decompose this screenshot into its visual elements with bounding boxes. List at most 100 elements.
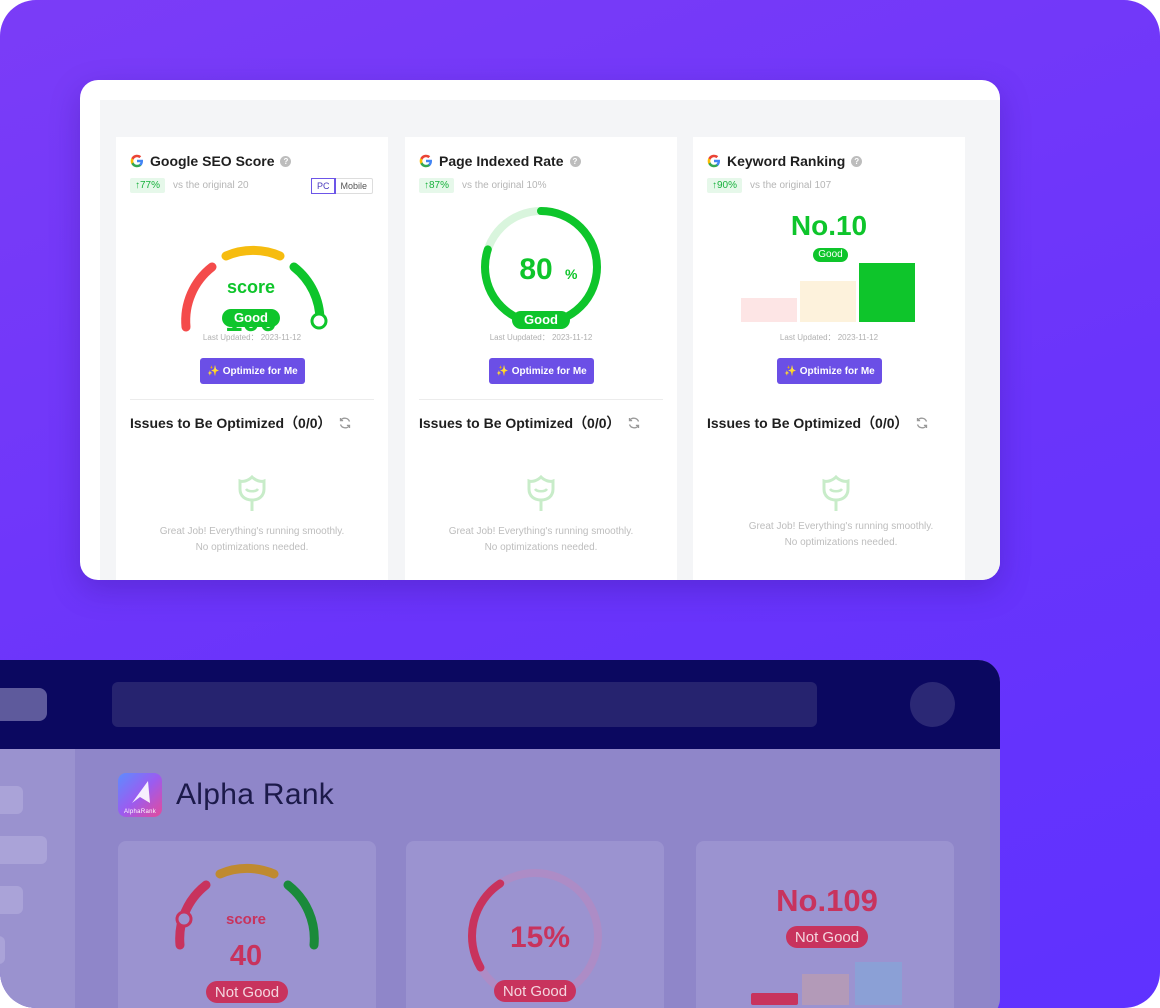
dim-indexed-card: 15% Not Good — [406, 841, 664, 1008]
last-updated: Last Uupdated： 2023-11-12 — [489, 333, 593, 342]
change-badge: ↑87% — [419, 178, 455, 193]
app-window: AlphaRank Alpha Rank score 40 Not Good — [0, 660, 1000, 1008]
indexed-rate-card: Page Indexed Rate ? ↑87% vs the original… — [405, 137, 677, 580]
issues-title: Issues to Be Optimized（0/0） — [130, 415, 332, 431]
dim-score-gauge: score 40 Not Good — [175, 863, 319, 1003]
issues-title: Issues to Be Optimized（0/0） — [707, 415, 909, 431]
dim-bar-low — [751, 993, 798, 1005]
status-badge: Good — [512, 311, 570, 329]
title-text: Keyword Ranking — [727, 153, 846, 169]
empty-flower-icon — [527, 474, 555, 511]
comparison: ↑87% vs the original 10% — [419, 178, 547, 193]
empty-line-1: Great Job! Everything's running smoothly… — [448, 526, 634, 537]
dim-ranking-card: No.109 Not Good — [696, 841, 954, 1008]
dim-gauge-value: 40 — [230, 940, 262, 972]
button-label: Optimize for Me — [511, 365, 587, 377]
dim-status-text: Not Good — [215, 984, 279, 1001]
dim-status-pill — [786, 926, 868, 948]
divider — [419, 399, 663, 400]
rank-bar-high — [859, 263, 915, 322]
compare-text: vs the original 20 — [173, 180, 249, 191]
empty-line-1: Great Job! Everything's running smoothly… — [748, 521, 934, 532]
status-badge: Good — [222, 309, 280, 327]
card-title: Keyword Ranking ? — [707, 151, 863, 171]
status-badge: Good — [813, 248, 848, 262]
dim-gauge-label: score — [226, 911, 266, 928]
empty-message: Great Job! Everything's running smoothly… — [116, 524, 388, 556]
sidebar-item[interactable] — [0, 936, 5, 964]
dim-ring-progress — [468, 869, 602, 1003]
title-text: Page Indexed Rate — [439, 153, 564, 169]
search-bar[interactable] — [112, 682, 817, 727]
comparison: ↑77% vs the original 20 — [130, 178, 249, 193]
sparkle-icon: ✨ — [496, 365, 509, 377]
sidebar — [0, 749, 75, 1008]
optimize-button[interactable]: ✨ Optimize for Me — [200, 358, 305, 384]
google-icon — [130, 154, 143, 168]
brand: AlphaRank Alpha Rank — [118, 773, 334, 817]
help-icon[interactable]: ? — [851, 155, 863, 167]
sidebar-item[interactable] — [0, 786, 23, 814]
google-icon — [707, 154, 720, 168]
avatar[interactable] — [910, 682, 955, 727]
empty-line-2: No optimizations needed. — [784, 537, 898, 548]
dim-status-text: Not Good — [795, 929, 859, 946]
help-icon[interactable]: ? — [569, 155, 581, 167]
refresh-icon[interactable] — [915, 416, 929, 430]
change-badge: ↑77% — [130, 178, 166, 193]
sidebar-item[interactable] — [0, 886, 23, 914]
top-bar — [0, 660, 1000, 749]
title-text: Google SEO Score — [150, 153, 275, 169]
device-toggle: PC Mobile — [310, 178, 373, 194]
last-updated: Last Updated： 2023-11-12 — [779, 333, 879, 342]
logo-text: AlphaRank — [123, 809, 157, 815]
divider — [130, 399, 374, 400]
dim-bar-mid — [802, 974, 849, 1005]
empty-line-1: Great Job! Everything's running smoothly… — [159, 526, 345, 537]
rank-value: No.10 — [790, 210, 868, 241]
empty-message: Great Job! Everything's running smoothly… — [705, 519, 977, 551]
seo-dashboard-panel: Google SEO Score ? ↑77% vs the original … — [80, 80, 1000, 580]
seo-score-card: Google SEO Score ? ↑77% vs the original … — [116, 137, 388, 580]
refresh-icon[interactable] — [627, 416, 641, 430]
dim-status-text: Not Good — [503, 983, 567, 1000]
sidebar-item[interactable] — [0, 836, 47, 864]
dim-score-card: score 40 Not Good — [118, 841, 376, 1008]
button-label: Optimize for Me — [799, 365, 875, 377]
brand-name: Alpha Rank — [176, 778, 335, 811]
refresh-icon[interactable] — [338, 416, 352, 430]
dim-indexed-ring: 15% Not Good — [468, 869, 602, 1003]
compare-text: vs the original 107 — [750, 180, 832, 191]
dim-gauge-knob — [175, 910, 193, 928]
google-icon — [419, 154, 432, 168]
dim-status-pill — [494, 980, 576, 1002]
device-pc-option[interactable]: PC — [310, 178, 337, 194]
dim-ranking-chart: No.109 Not Good — [751, 883, 902, 1005]
empty-line-2: No optimizations needed. — [484, 542, 598, 553]
card-title: Google SEO Score ? — [130, 151, 292, 171]
keyword-ranking-card: Keyword Ranking ? ↑90% vs the original 1… — [693, 137, 965, 580]
empty-flower-icon — [822, 474, 850, 511]
sparkle-icon: ✨ — [784, 365, 797, 377]
issues-header: Issues to Be Optimized（0/0） — [707, 413, 929, 433]
alpharank-logo: AlphaRank — [118, 773, 162, 817]
empty-message: Great Job! Everything's running smoothly… — [405, 524, 677, 556]
gauge-knob — [310, 312, 328, 330]
ring-unit: % — [565, 266, 578, 282]
issues-header: Issues to Be Optimized（0/0） — [419, 413, 641, 433]
issues-header: Issues to Be Optimized（0/0） — [130, 413, 352, 433]
menu-pill[interactable] — [0, 688, 47, 721]
rank-bar-mid — [800, 281, 856, 322]
change-badge: ↑90% — [707, 178, 743, 193]
dim-ring-value: 15% — [510, 921, 570, 954]
last-updated: Last Updated： 2023-11-12 — [202, 333, 302, 342]
panel-body: Google SEO Score ? ↑77% vs the original … — [100, 100, 1000, 580]
help-icon[interactable]: ? — [280, 155, 292, 167]
ring-value: 80 — [519, 253, 552, 286]
gauge-label: score — [227, 277, 275, 297]
optimize-button[interactable]: ✨ Optimize for Me — [489, 358, 594, 384]
divider — [707, 399, 951, 400]
optimize-button[interactable]: ✨ Optimize for Me — [777, 358, 882, 384]
device-mobile-option[interactable]: Mobile — [340, 181, 367, 191]
